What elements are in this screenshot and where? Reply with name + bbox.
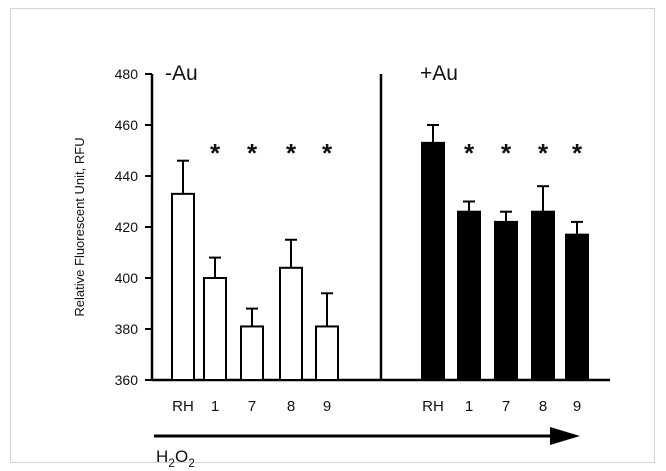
x-tick-label: 9 — [323, 398, 331, 415]
bar — [279, 266, 303, 381]
x-tick-label: 1 — [211, 398, 219, 415]
y-axis: 360 380 400 420 440 460 480 — [115, 66, 152, 388]
x-tick-label: RH — [172, 398, 194, 415]
bar — [531, 210, 555, 381]
panel-label: -Au — [165, 62, 198, 85]
bar — [565, 233, 589, 381]
significance-star: * — [286, 138, 297, 168]
bar — [203, 277, 227, 381]
arrow-head — [550, 427, 580, 445]
x-tick-label: 8 — [287, 398, 295, 415]
bar — [171, 192, 195, 381]
y-tick-label: 480 — [115, 66, 139, 82]
panel-label: +Au — [420, 62, 458, 85]
bar — [240, 325, 264, 382]
significance-star: * — [464, 138, 475, 168]
significance-star: * — [210, 138, 221, 168]
x-tick-label: 7 — [248, 398, 256, 415]
x-tick-label: 9 — [573, 398, 581, 415]
bars-layer: -Au RH 1 * 7 * 8 * 9 * +Au RH 1 * 7 * 8 * 9 * — [165, 62, 589, 415]
bar — [494, 220, 518, 381]
x-tick-label: 7 — [502, 398, 510, 415]
x-tick-label: 8 — [539, 398, 547, 415]
h2o2-arrow — [154, 427, 580, 445]
significance-star: * — [538, 138, 549, 168]
y-tick-label: 460 — [115, 117, 139, 133]
bar — [315, 325, 339, 382]
significance-star: * — [322, 138, 333, 168]
y-tick-label: 380 — [115, 321, 139, 337]
significance-star: * — [572, 138, 583, 168]
significance-star: * — [501, 138, 512, 168]
x-arrow-label: H2O2 — [156, 447, 195, 470]
y-tick-label: 420 — [115, 219, 139, 235]
figure-frame — [10, 8, 655, 463]
y-tick-label: 440 — [115, 168, 139, 184]
y-tick-label: 360 — [115, 372, 139, 388]
significance-star: * — [247, 138, 258, 168]
bar — [457, 210, 481, 381]
y-tick-label: 400 — [115, 270, 139, 286]
x-tick-label: RH — [422, 398, 444, 415]
bar — [421, 141, 445, 381]
y-axis-label: Relative Fluorescent Unit, RFU — [72, 137, 87, 316]
x-tick-label: 1 — [465, 398, 473, 415]
